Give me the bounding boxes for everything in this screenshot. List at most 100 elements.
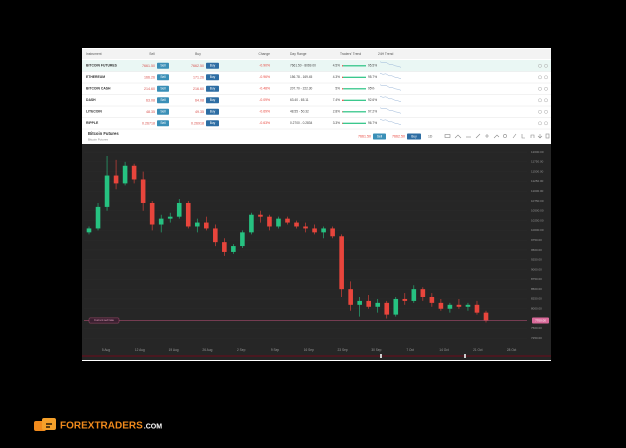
candle-body: [267, 216, 272, 227]
sell-button-label[interactable]: Sell: [160, 98, 166, 102]
buy-button-label[interactable]: Buy: [210, 75, 216, 79]
buy-button-label[interactable]: Buy: [210, 87, 216, 91]
favorite-icon[interactable]: [544, 63, 548, 68]
instrument-name[interactable]: BITCOIN CASH: [86, 87, 111, 91]
column-header: 24H Trend: [378, 52, 394, 56]
column-header: Day Range: [290, 52, 307, 56]
buy-button-label[interactable]: Buy: [210, 64, 216, 68]
candle-body: [167, 216, 173, 219]
candle-body: [357, 300, 362, 305]
instrument-name[interactable]: BITCOIN FUTURES: [86, 64, 118, 68]
sparkline: [379, 73, 402, 80]
sell-button[interactable]: [157, 85, 169, 92]
chart-area: [82, 144, 551, 360]
sell-button[interactable]: [157, 97, 169, 104]
scroll-handle[interactable]: [464, 354, 466, 358]
trend-bar-buy: [343, 76, 366, 78]
buy-button[interactable]: [206, 97, 219, 104]
favorite-icon[interactable]: [544, 75, 548, 80]
candle-body: [438, 302, 444, 309]
candle-body: [393, 298, 399, 315]
logo-suffix: .COM: [144, 423, 162, 430]
chart-subtitle: Bitcoin Futures: [88, 137, 109, 141]
buy-button-label[interactable]: Buy: [210, 110, 216, 114]
price-line-label: Current sell rate: [94, 318, 114, 322]
x-tick-label: 19 Aug: [169, 348, 179, 352]
candle-body: [366, 300, 372, 307]
info-icon[interactable]: [538, 75, 542, 80]
header-buy-button[interactable]: [407, 133, 421, 140]
sell-button-label[interactable]: Sell: [160, 75, 166, 79]
sell-button[interactable]: [157, 108, 169, 115]
price-tag: 7700.00: [535, 318, 546, 322]
buy-button-label[interactable]: Buy: [210, 121, 216, 125]
trend-buy: 96.7%: [368, 121, 377, 125]
instrument-name[interactable]: DASH: [86, 98, 96, 102]
buy-price: 64.08: [195, 98, 204, 102]
info-icon[interactable]: [538, 98, 542, 103]
trend-bar-buy: [343, 65, 366, 67]
sell-button-label[interactable]: Sell: [160, 87, 166, 91]
candle-body: [240, 232, 245, 247]
trend-bar-buy: [343, 88, 366, 90]
trend-sell: 7.4%: [333, 98, 340, 102]
y-tick-label: 10000.00: [531, 228, 544, 232]
buy-button-label[interactable]: Buy: [210, 98, 216, 102]
candle-body: [86, 228, 92, 233]
candle-body: [303, 226, 308, 229]
change: -0.96%: [259, 75, 270, 79]
instrument-name[interactable]: ETHEREUM: [86, 75, 105, 79]
candle-body: [312, 228, 317, 233]
sell-button-label[interactable]: Sell: [160, 121, 166, 125]
favorite-icon[interactable]: [544, 121, 548, 126]
chart-title: Bitcoin Futures: [88, 131, 119, 136]
candle-body: [348, 289, 353, 305]
header-sell-label[interactable]: Sell: [377, 134, 383, 138]
y-tick-label: 11750.00: [531, 160, 544, 164]
sell-button[interactable]: [157, 120, 169, 127]
info-icon[interactable]: [538, 86, 542, 91]
x-tick-label: 21 Oct: [473, 348, 483, 352]
change: -0.90%: [259, 64, 270, 68]
y-tick-label: 11000.00: [531, 189, 544, 193]
day-range: 207.70 - 222.30: [290, 87, 313, 91]
trend-sell: 5%: [335, 87, 340, 91]
y-tick-label: 11250.00: [531, 179, 544, 183]
change: -0.69%: [259, 110, 270, 114]
sell-button[interactable]: [157, 74, 169, 81]
scroll-handle[interactable]: [380, 354, 382, 358]
trend-bar-sell: [342, 111, 343, 113]
y-tick-label: 8750.00: [531, 277, 542, 281]
trend-bar-sell: [342, 65, 344, 67]
sell-button[interactable]: [157, 62, 169, 69]
favorite-icon[interactable]: [544, 109, 548, 114]
info-icon[interactable]: [538, 109, 542, 114]
sell-button-label[interactable]: Sell: [160, 64, 166, 68]
buy-button[interactable]: [206, 74, 219, 81]
x-tick-label: 30 Sep: [371, 348, 381, 352]
instrument-name[interactable]: LITECOIN: [86, 110, 102, 114]
toolbar-icons[interactable]: [444, 133, 550, 139]
trend-bar-sell: [342, 76, 344, 78]
header-sell-price: 7661.50: [358, 134, 371, 138]
favorite-icon[interactable]: [544, 86, 548, 91]
table-header-bg: [82, 49, 551, 59]
header-buy-label[interactable]: Buy: [411, 134, 417, 138]
candle-body: [447, 304, 453, 309]
info-icon[interactable]: [538, 63, 542, 68]
buy-button[interactable]: [206, 62, 219, 69]
buy-button[interactable]: [206, 108, 219, 115]
sparkline: [379, 84, 402, 91]
y-tick-label: 10500.00: [531, 209, 544, 213]
buy-button[interactable]: [206, 120, 219, 127]
candle-body: [231, 246, 236, 252]
buy-button[interactable]: [206, 85, 219, 92]
candle-body: [249, 214, 254, 233]
sell-button-label[interactable]: Sell: [160, 110, 166, 114]
info-icon[interactable]: [538, 121, 542, 126]
favorite-icon[interactable]: [544, 98, 548, 103]
header-sell-button[interactable]: [373, 133, 386, 140]
interval-select[interactable]: 1D: [428, 134, 433, 138]
instrument-name[interactable]: RIPPLE: [86, 121, 99, 125]
scrollbar-track[interactable]: [82, 355, 551, 357]
